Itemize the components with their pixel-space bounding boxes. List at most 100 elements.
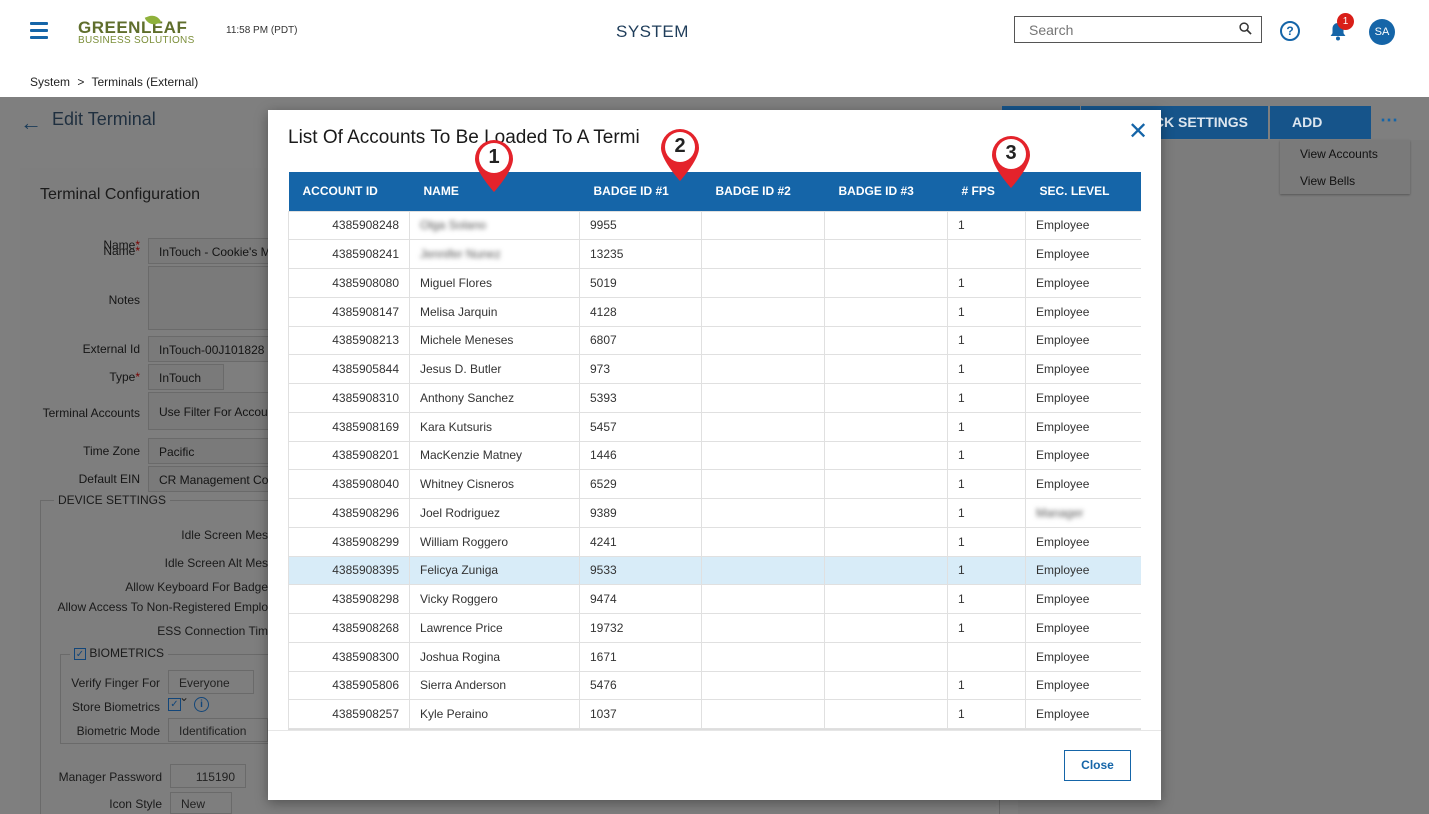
logo[interactable]: GREENLEAF BUSINESS SOLUTIONS xyxy=(78,12,202,49)
cell-level: Employee xyxy=(1025,354,1141,384)
top-bar: GREENLEAF BUSINESS SOLUTIONS 11:58 PM (P… xyxy=(0,0,1429,64)
cell-badge1: 5393 xyxy=(579,383,702,413)
cell-badge2 xyxy=(701,325,825,356)
column-header[interactable]: ACCOUNT ID xyxy=(288,172,410,211)
search-input[interactable] xyxy=(1015,17,1225,42)
logo-text: GREENLEAF xyxy=(78,18,188,37)
cell-badge3 xyxy=(824,584,948,614)
back-arrow-icon[interactable]: ← xyxy=(20,110,42,135)
time-zone-label: Time Zone xyxy=(83,444,140,458)
name-label-row: Name* xyxy=(103,244,140,258)
cell-badge3 xyxy=(824,555,948,586)
table-row[interactable]: 4385908040 Whitney Cisneros 6529 1 Employee xyxy=(288,469,1141,499)
cell-badge2 xyxy=(701,354,825,384)
cell-badge3 xyxy=(824,526,948,557)
hamburger-menu-icon[interactable] xyxy=(30,22,48,39)
cell-fps: 1 xyxy=(947,383,1026,413)
table-row[interactable]: 4385908298 Vicky Roggero 9474 1 Employee xyxy=(288,584,1141,614)
breadcrumb-separator: > xyxy=(77,75,85,89)
table-row[interactable]: 4385908268 Lawrence Price 19732 1 Employee xyxy=(288,613,1141,643)
cell-fps: 1 xyxy=(947,670,1026,701)
cell-badge1: 4128 xyxy=(579,296,702,327)
accounts-table: ACCOUNT ID NAME BADGE ID #1 BADGE ID #2 BADG… xyxy=(288,172,1141,729)
column-header[interactable]: SEC. LEVEL xyxy=(1025,172,1141,211)
table-row[interactable]: 4385908201 MacKenzie Matney 1446 1 Employee xyxy=(288,440,1141,471)
cell-badge3 xyxy=(824,440,948,471)
biometric-mode-select[interactable]: Identification xyxy=(168,718,268,742)
name-field[interactable]: InTouch - Cookie's M xyxy=(148,238,278,264)
avatar[interactable]: SA xyxy=(1369,19,1395,45)
external-id-label: External Id xyxy=(82,342,140,356)
table-row[interactable]: 4385908300 Joshua Rogina 1671 Employee xyxy=(288,641,1141,672)
breadcrumb-item-terminals: Terminals (External) xyxy=(91,75,199,89)
verify-finger-select[interactable]: Everyone ⌄ xyxy=(168,670,254,704)
page-title: Edit Terminal xyxy=(52,109,156,129)
cell-badge2 xyxy=(701,699,825,729)
manager-password-field[interactable]: 115190 xyxy=(170,764,246,788)
table-row[interactable]: 4385908296 Joel Rodriguez 9389 1 Manager xyxy=(288,498,1141,528)
cell-fps xyxy=(947,239,1026,269)
callout-label-1: 1 xyxy=(488,146,500,168)
table-row[interactable]: 4385908169 Kara Kutsuris 5457 1 Employee xyxy=(288,411,1141,442)
cell-level: Employee xyxy=(1025,699,1141,729)
cell-badge2 xyxy=(701,613,825,643)
time-zone-select[interactable]: Pacific xyxy=(148,438,278,464)
biometrics-title: ✓ BIOMETRICS xyxy=(70,646,169,660)
store-biometrics-checkbox[interactable]: ✓ xyxy=(168,698,181,711)
external-id-field[interactable]: InTouch-00J101828 xyxy=(148,336,278,362)
cell-name: Whitney Cisneros xyxy=(409,469,580,499)
cell-badge1: 13235 xyxy=(579,239,702,269)
column-header[interactable]: BADGE ID #2 xyxy=(701,172,825,211)
table-row[interactable]: 4385905806 Sierra Anderson 5476 1 Employee xyxy=(288,670,1141,701)
menu-item-view-bells[interactable]: View Bells xyxy=(1300,174,1356,188)
cell-level: Manager xyxy=(1025,498,1141,528)
table-row[interactable]: 4385908147 Melisa Jarquin 4128 1 Employee xyxy=(288,296,1141,327)
verify-finger-label: Verify Finger For xyxy=(71,676,160,690)
help-icon[interactable]: ? xyxy=(1280,21,1300,41)
cell-badge2 xyxy=(701,584,825,614)
cell-account-id: 4385908395 xyxy=(288,555,410,586)
notes-field[interactable] xyxy=(148,266,278,330)
cell-account-id: 4385908201 xyxy=(288,440,410,471)
table-row[interactable]: 4385908395 Felicya Zuniga 9533 1 Employee xyxy=(288,555,1141,586)
search-icon[interactable] xyxy=(1239,22,1252,35)
table-row[interactable]: 4385908248 Olga Solano 9955 1 Employee xyxy=(288,210,1141,241)
accounts-modal: List Of Accounts To Be Loaded To A Termi… xyxy=(268,110,1161,800)
default-ein-select[interactable]: CR Management Co xyxy=(148,466,278,492)
table-row[interactable]: 4385908080 Miguel Flores 5019 1 Employee xyxy=(288,268,1141,298)
table-row[interactable]: 4385905844 Jesus D. Butler 973 1 Employee xyxy=(288,354,1141,384)
search-box[interactable] xyxy=(1014,16,1262,43)
icon-style-select[interactable]: New xyxy=(170,792,232,814)
cell-fps: 1 xyxy=(947,526,1026,557)
cell-level: Employee xyxy=(1025,411,1141,442)
cell-badge3 xyxy=(824,296,948,327)
table-row[interactable]: 4385908213 Michele Meneses 6807 1 Employee xyxy=(288,325,1141,356)
accounts-table-wrapper[interactable]: ACCOUNT ID NAME BADGE ID #1 BADGE ID #2 BADG… xyxy=(288,172,1141,730)
cell-name: Joel Rodriguez xyxy=(409,498,580,528)
breadcrumb-item-system[interactable]: System xyxy=(30,75,71,89)
callout-label-2: 2 xyxy=(674,135,686,157)
add-xml-button[interactable]: ADD XML xyxy=(1270,106,1371,163)
cell-fps: 1 xyxy=(947,699,1026,729)
close-icon[interactable]: ✕ xyxy=(1128,118,1149,145)
cell-name: Jennifer Nunez xyxy=(409,239,580,269)
info-icon[interactable]: i xyxy=(194,697,209,712)
close-button[interactable]: Close xyxy=(1064,750,1131,781)
cell-badge3 xyxy=(824,411,948,442)
cell-account-id: 4385908300 xyxy=(288,641,410,672)
type-field[interactable]: InTouch xyxy=(148,364,224,390)
table-row[interactable]: 4385908299 William Roggero 4241 1 Employee xyxy=(288,526,1141,557)
cell-fps xyxy=(947,641,1026,672)
menu-item-view-accounts[interactable]: View Accounts xyxy=(1300,147,1378,161)
cell-badge3 xyxy=(824,670,948,701)
cell-name: Sierra Anderson xyxy=(409,670,580,701)
more-options-icon[interactable]: ⋯ xyxy=(1380,110,1399,130)
column-header[interactable]: BADGE ID #3 xyxy=(824,172,948,211)
table-row[interactable]: 4385908241 Jennifer Nunez 13235 Employee xyxy=(288,239,1141,269)
terminal-accounts-field[interactable]: Use Filter For Accou xyxy=(148,392,278,430)
cell-fps: 1 xyxy=(947,210,1026,241)
cell-badge3 xyxy=(824,354,948,384)
biometrics-checkbox[interactable]: ✓ xyxy=(74,648,86,660)
table-row[interactable]: 4385908310 Anthony Sanchez 5393 1 Employee xyxy=(288,383,1141,413)
table-row[interactable]: 4385908257 Kyle Peraino 1037 1 Employee xyxy=(288,699,1141,729)
